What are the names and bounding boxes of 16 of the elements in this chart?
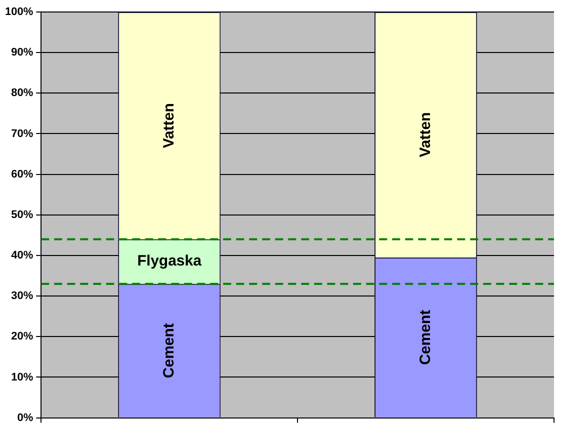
y-tick-label: 20% bbox=[11, 330, 34, 343]
series-label: Flygaska bbox=[137, 252, 202, 270]
y-tick-label: 100% bbox=[4, 6, 34, 18]
y-tick-label: 10% bbox=[11, 371, 34, 384]
y-tick-label: 0% bbox=[17, 412, 34, 424]
text: Cement bbox=[416, 310, 434, 365]
y-tick-label: 40% bbox=[11, 250, 34, 262]
y-tick-label: 70% bbox=[11, 128, 34, 140]
y-tick-label: 30% bbox=[11, 290, 34, 302]
y-tick-label: 50% bbox=[11, 208, 34, 221]
y-tick-label: 60% bbox=[11, 168, 34, 180]
y-tick-label: 90% bbox=[11, 46, 34, 59]
text: Vatten bbox=[416, 112, 434, 158]
series-label: Vatten bbox=[160, 103, 178, 148]
y-tick-label: 80% bbox=[11, 87, 34, 100]
series-label: Cement bbox=[160, 323, 178, 378]
